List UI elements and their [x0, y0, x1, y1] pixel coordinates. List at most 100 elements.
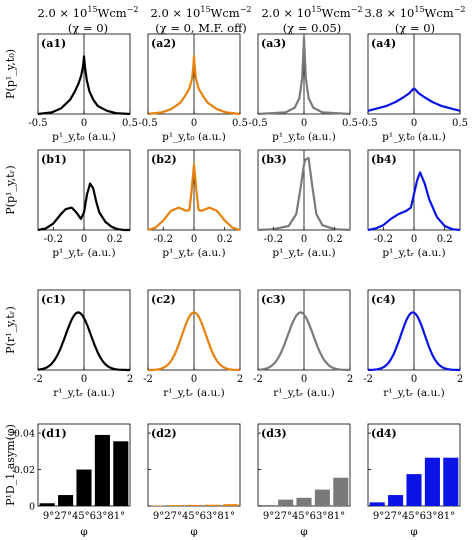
bar-d1-0 [39, 503, 55, 506]
row-ylabel-d: P¹D_1,asym(φ) [4, 424, 17, 506]
series-line-a4 [367, 87, 461, 112]
xtick-label-c3-1: 0 [301, 374, 307, 385]
column-header-3: 2.0 × 1015Wcm−2 (χ = 0.05) [252, 2, 372, 36]
bar-d4-3 [424, 457, 440, 506]
xtick-label-b4-0: -0.2 [374, 234, 393, 245]
bar-d1-3 [94, 434, 110, 506]
header-2-unit: Wcm [210, 5, 240, 20]
panel-label-b2: (b2) [151, 153, 177, 166]
xtick-labels-d3: 9°27°45°63°81° [263, 511, 345, 522]
series-line-c3 [257, 311, 350, 372]
xtick-label-a1-1: 0 [81, 118, 87, 129]
header-3-unit-exp: −2 [350, 5, 363, 14]
series-line-c2 [147, 311, 241, 372]
xlabel-c3: r¹_y,tᵣ (a.u.) [273, 387, 334, 399]
xtick-label-a4-2: 0.5 [452, 118, 468, 129]
xlabel-c1: r¹_y,tᵣ (a.u.) [53, 387, 114, 399]
bar-d2-1 [168, 505, 184, 506]
xlabel-a2: p¹_y,t₀ (a.u.) [162, 131, 226, 143]
xlabel-a3: p¹_y,t₀ (a.u.) [272, 131, 336, 143]
xtick-label-c2-1: 0 [191, 374, 197, 385]
panel-label-c4: (c4) [371, 293, 396, 306]
xtick-label-c1-1: 0 [81, 374, 87, 385]
panel-label-c3: (c3) [261, 293, 286, 306]
header-2-mantissa: 2.0 × 10 [150, 5, 201, 20]
xtick-labels-d1: 9°27°45°63°81° [43, 511, 125, 522]
xtick-label-c4-0: -2 [363, 374, 373, 385]
panel-label-d2: (d2) [151, 427, 177, 440]
series-line-c1 [37, 311, 130, 372]
panel-label-a1: (a1) [41, 37, 66, 50]
bar-d3-3 [314, 489, 330, 506]
column-header-4: 3.8 × 1015Wcm−2 (χ = 0) [356, 2, 474, 36]
bar-d3-2 [296, 497, 312, 506]
xlabel-b3: p¹_y,tᵣ (a.u.) [272, 247, 335, 259]
xtick-label-a4-0: -0.5 [358, 118, 377, 129]
xlabel-d4: φ [410, 526, 417, 538]
bar-d1-4 [113, 441, 129, 506]
panel-label-a2: (a2) [151, 37, 176, 50]
panel-label-b4: (b4) [371, 153, 397, 166]
header-1-unit: Wcm [97, 5, 127, 20]
panel-label-a4: (a4) [371, 37, 396, 50]
xtick-label-b2-0: -0.2 [154, 234, 173, 245]
bar-d1-2 [76, 469, 92, 506]
xtick-label-c1-2: 2 [127, 374, 133, 385]
panel-label-d3: (d3) [261, 427, 287, 440]
header-1-unit-exp: −2 [126, 5, 139, 14]
header-3-chi: (χ = 0.05) [282, 20, 342, 35]
bar-d4-1 [388, 495, 404, 506]
ytick-label-d1-1: 0.02 [14, 465, 35, 476]
bar-d4-2 [406, 474, 422, 506]
header-2-unit-exp: −2 [239, 5, 252, 14]
xtick-label-c3-2: 2 [347, 374, 353, 385]
series-line-a1 [37, 55, 131, 116]
xtick-label-b2-2: 0.2 [217, 234, 233, 245]
ytick-label-d1-2: 0.04 [14, 429, 35, 440]
row-ylabel-a: P(p¹_y,t₀) [4, 49, 17, 99]
xtick-label-b4-2: 0.2 [437, 234, 453, 245]
xtick-label-c4-2: 2 [457, 374, 463, 385]
bar-d2-2 [186, 504, 202, 506]
xlabel-a1: p¹_y,t₀ (a.u.) [52, 131, 116, 143]
series-line-b4 [367, 171, 461, 232]
bar-d4-4 [443, 457, 459, 506]
header-3-exp: 15 [311, 5, 322, 14]
bar-d2-0 [149, 505, 165, 506]
xlabel-a4: p¹_y,t₀ (a.u.) [382, 131, 446, 143]
xtick-label-c2-0: -2 [143, 374, 153, 385]
xtick-label-a1-0: -0.5 [28, 118, 47, 129]
series-line-b3 [257, 156, 351, 232]
xtick-label-a3-2: 0.5 [342, 118, 358, 129]
bar-d4-0 [369, 502, 385, 506]
xtick-label-b3-2: 0.2 [327, 234, 343, 245]
xlabel-c4: r¹_y,tᵣ (a.u.) [383, 387, 444, 399]
row-ylabel-c: P(r¹_y,tᵣ) [4, 306, 17, 354]
xtick-label-b4-1: 0 [411, 234, 417, 245]
bar-d3-1 [278, 499, 294, 506]
panel-label-b1: (b1) [41, 153, 67, 166]
header-2-chi: (χ = 0, M.F. off) [155, 20, 247, 35]
header-4-exp: 15 [414, 5, 425, 14]
xtick-label-a1-2: 0.5 [122, 118, 138, 129]
panel-label-c1: (c1) [41, 293, 66, 306]
xlabel-b4: p¹_y,tᵣ (a.u.) [382, 247, 445, 259]
xtick-label-b1-0: -0.2 [44, 234, 63, 245]
column-header-1: 2.0 × 1015Wcm−2 (χ = 0) [28, 2, 148, 36]
xtick-label-a2-0: -0.5 [138, 118, 157, 129]
xtick-label-a3-1: 0 [301, 118, 307, 129]
bar-d3-0 [259, 505, 275, 506]
series-line-a2 [147, 55, 241, 116]
xlabel-d2: φ [190, 526, 197, 538]
header-3-unit: Wcm [321, 5, 351, 20]
xlabel-c2: r¹_y,tᵣ (a.u.) [163, 387, 224, 399]
xlabel-d3: φ [300, 526, 307, 538]
series-line-b2 [147, 163, 241, 232]
xtick-labels-d2: 9°27°45°63°81° [153, 511, 235, 522]
header-4-unit-exp: −2 [453, 5, 466, 14]
series-line-c4 [368, 311, 460, 372]
bar-d1-1 [58, 495, 74, 506]
row-ylabel-b: P(p¹_y,tᵣ) [4, 165, 17, 214]
panel-label-d4: (d4) [371, 427, 397, 440]
